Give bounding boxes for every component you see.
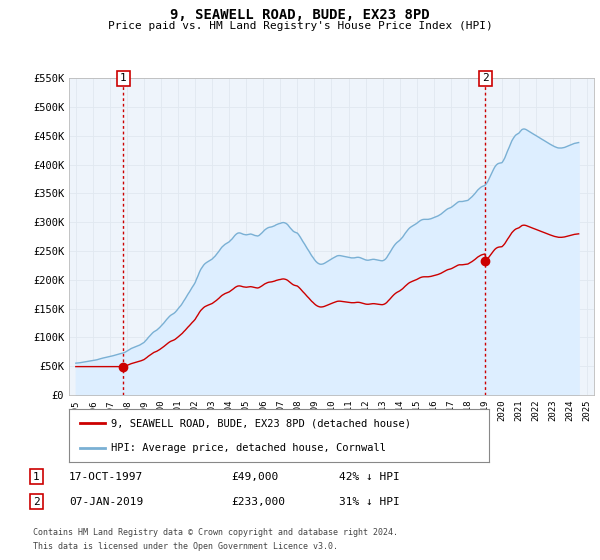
Text: This data is licensed under the Open Government Licence v3.0.: This data is licensed under the Open Gov… xyxy=(33,542,338,550)
Text: £49,000: £49,000 xyxy=(231,472,278,482)
Text: £233,000: £233,000 xyxy=(231,497,285,507)
Text: Price paid vs. HM Land Registry's House Price Index (HPI): Price paid vs. HM Land Registry's House … xyxy=(107,21,493,31)
Text: 1: 1 xyxy=(33,472,40,482)
Text: Contains HM Land Registry data © Crown copyright and database right 2024.: Contains HM Land Registry data © Crown c… xyxy=(33,528,398,536)
Text: 9, SEAWELL ROAD, BUDE, EX23 8PD (detached house): 9, SEAWELL ROAD, BUDE, EX23 8PD (detache… xyxy=(111,418,411,428)
Text: 31% ↓ HPI: 31% ↓ HPI xyxy=(339,497,400,507)
Text: HPI: Average price, detached house, Cornwall: HPI: Average price, detached house, Corn… xyxy=(111,442,386,452)
Text: 2: 2 xyxy=(33,497,40,507)
Text: 42% ↓ HPI: 42% ↓ HPI xyxy=(339,472,400,482)
Text: 2: 2 xyxy=(482,73,489,83)
Text: 9, SEAWELL ROAD, BUDE, EX23 8PD: 9, SEAWELL ROAD, BUDE, EX23 8PD xyxy=(170,8,430,22)
Text: 1: 1 xyxy=(120,73,127,83)
Text: 17-OCT-1997: 17-OCT-1997 xyxy=(69,472,143,482)
Text: 07-JAN-2019: 07-JAN-2019 xyxy=(69,497,143,507)
